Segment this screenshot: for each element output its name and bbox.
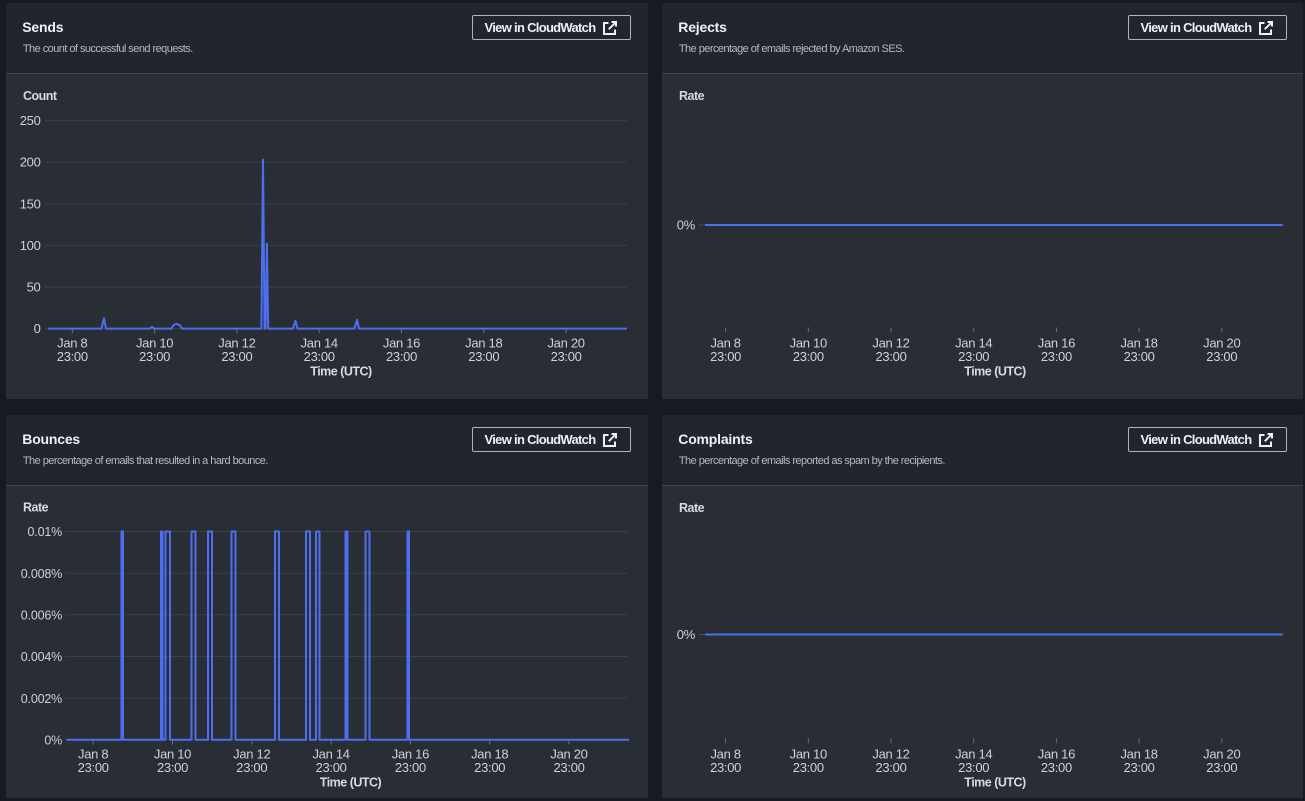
svg-text:150: 150	[20, 196, 41, 211]
svg-text:Rate: Rate	[23, 501, 49, 515]
svg-text:Jan 12: Jan 12	[218, 336, 255, 351]
svg-text:Jan 16: Jan 16	[383, 336, 420, 351]
svg-text:23:00: 23:00	[875, 349, 906, 364]
svg-text:23:00: 23:00	[710, 760, 741, 775]
svg-text:Jan 12: Jan 12	[233, 747, 270, 762]
svg-text:Jan 18: Jan 18	[1120, 747, 1157, 762]
svg-text:23:00: 23:00	[386, 349, 417, 364]
svg-text:23:00: 23:00	[236, 760, 267, 775]
svg-text:Jan 14: Jan 14	[301, 336, 338, 351]
svg-text:0%: 0%	[677, 627, 696, 642]
svg-text:Rate: Rate	[679, 501, 705, 515]
svg-text:23:00: 23:00	[1206, 349, 1237, 364]
svg-text:0: 0	[34, 321, 41, 336]
svg-text:23:00: 23:00	[468, 349, 499, 364]
svg-text:23:00: 23:00	[551, 349, 582, 364]
svg-text:50: 50	[27, 280, 41, 295]
svg-text:100: 100	[20, 238, 41, 253]
svg-text:0.002%: 0.002%	[21, 692, 62, 706]
svg-text:Time (UTC): Time (UTC)	[964, 776, 1026, 790]
svg-text:Time (UTC): Time (UTC)	[320, 776, 382, 790]
svg-text:23:00: 23:00	[395, 760, 426, 775]
svg-text:23:00: 23:00	[958, 760, 989, 775]
svg-text:Jan 18: Jan 18	[465, 336, 502, 351]
svg-text:Jan 14: Jan 14	[955, 747, 992, 762]
svg-text:Jan 10: Jan 10	[790, 747, 827, 762]
svg-text:200: 200	[20, 155, 41, 170]
svg-text:Jan 14: Jan 14	[312, 747, 349, 762]
svg-text:23:00: 23:00	[221, 349, 252, 364]
svg-text:Rate: Rate	[679, 89, 705, 103]
svg-text:Jan 10: Jan 10	[790, 336, 827, 351]
svg-text:Jan 8: Jan 8	[78, 747, 108, 762]
svg-text:Jan 12: Jan 12	[872, 336, 909, 351]
svg-text:23:00: 23:00	[1041, 760, 1072, 775]
svg-text:Jan 18: Jan 18	[471, 747, 508, 762]
svg-text:23:00: 23:00	[793, 760, 824, 775]
svg-text:Jan 10: Jan 10	[136, 336, 173, 351]
svg-text:Time (UTC): Time (UTC)	[964, 365, 1026, 379]
svg-text:Jan 16: Jan 16	[392, 747, 429, 762]
svg-text:0.008%: 0.008%	[21, 567, 62, 581]
svg-text:Jan 20: Jan 20	[1203, 336, 1240, 351]
svg-text:23:00: 23:00	[304, 349, 335, 364]
svg-text:23:00: 23:00	[316, 760, 347, 775]
svg-text:23:00: 23:00	[875, 760, 906, 775]
svg-text:Time (UTC): Time (UTC)	[310, 365, 372, 379]
svg-text:23:00: 23:00	[710, 349, 741, 364]
svg-text:23:00: 23:00	[1206, 760, 1237, 775]
svg-text:23:00: 23:00	[1041, 349, 1072, 364]
svg-text:Count: Count	[23, 89, 58, 103]
svg-text:250: 250	[20, 113, 41, 128]
svg-text:Jan 10: Jan 10	[154, 747, 191, 762]
svg-text:0.004%: 0.004%	[21, 650, 62, 664]
svg-text:23:00: 23:00	[57, 349, 88, 364]
svg-text:Jan 8: Jan 8	[710, 336, 740, 351]
svg-text:23:00: 23:00	[793, 349, 824, 364]
svg-text:23:00: 23:00	[78, 760, 109, 775]
svg-text:23:00: 23:00	[1124, 349, 1155, 364]
svg-text:Jan 12: Jan 12	[872, 747, 909, 762]
svg-text:23:00: 23:00	[958, 349, 989, 364]
svg-text:Jan 20: Jan 20	[550, 747, 587, 762]
svg-text:Jan 16: Jan 16	[1038, 336, 1075, 351]
svg-text:Jan 8: Jan 8	[57, 336, 87, 351]
svg-text:23:00: 23:00	[139, 349, 170, 364]
svg-text:0.006%: 0.006%	[21, 609, 62, 623]
svg-text:23:00: 23:00	[1124, 760, 1155, 775]
svg-text:Jan 8: Jan 8	[710, 747, 740, 762]
svg-text:23:00: 23:00	[157, 760, 188, 775]
svg-text:0%: 0%	[44, 734, 62, 748]
svg-text:Jan 14: Jan 14	[955, 336, 992, 351]
svg-text:23:00: 23:00	[474, 760, 505, 775]
svg-text:Jan 16: Jan 16	[1038, 747, 1075, 762]
svg-text:23:00: 23:00	[553, 760, 584, 775]
svg-text:Jan 20: Jan 20	[1203, 747, 1240, 762]
svg-text:Jan 18: Jan 18	[1120, 336, 1157, 351]
svg-text:0%: 0%	[677, 218, 696, 233]
svg-text:Jan 20: Jan 20	[547, 336, 584, 351]
svg-text:0.01%: 0.01%	[28, 525, 63, 539]
